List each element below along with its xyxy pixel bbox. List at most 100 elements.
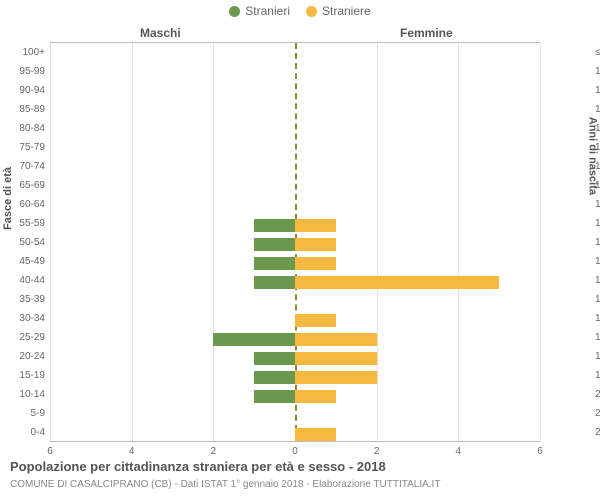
birth-label: 1918-1922: [595, 66, 600, 77]
legend-swatch: [229, 6, 240, 17]
birth-label: 1998-2002: [595, 370, 600, 381]
age-row: 85-891928-1932: [50, 102, 540, 121]
bar-male: [254, 390, 295, 403]
column-header-male: Maschi: [140, 26, 181, 40]
legend-item: Stranieri: [229, 4, 290, 18]
age-row: 30-341983-1987: [50, 311, 540, 330]
grid-line: [540, 43, 541, 441]
age-label: 55-59: [0, 218, 45, 229]
x-tick-label: 0: [292, 446, 298, 457]
birth-label: 1928-1932: [595, 104, 600, 115]
birth-label: 1993-1997: [595, 351, 600, 362]
bar-male: [254, 219, 295, 232]
age-label: 5-9: [0, 408, 45, 419]
age-label: 15-19: [0, 370, 45, 381]
birth-label: 1988-1992: [595, 332, 600, 343]
age-row: 65-691948-1952: [50, 178, 540, 197]
age-row: 10-142003-2007: [50, 387, 540, 406]
bar-female: [295, 257, 336, 270]
birth-label: 2003-2007: [595, 389, 600, 400]
age-row: 40-441973-1977: [50, 273, 540, 292]
birth-label: 1973-1977: [595, 275, 600, 286]
age-row: 60-641953-1957: [50, 197, 540, 216]
age-label: 75-79: [0, 142, 45, 153]
age-label: 20-24: [0, 351, 45, 362]
age-row: 55-591958-1962: [50, 216, 540, 235]
bar-female: [295, 390, 336, 403]
bar-male: [254, 352, 295, 365]
age-label: 60-64: [0, 199, 45, 210]
age-label: 10-14: [0, 389, 45, 400]
age-label: 25-29: [0, 332, 45, 343]
age-row: 0-42013-2017: [50, 425, 540, 444]
age-label: 35-39: [0, 294, 45, 305]
age-row: 25-291988-1992: [50, 330, 540, 349]
bar-female: [295, 276, 499, 289]
bar-female: [295, 219, 336, 232]
birth-label: 1983-1987: [595, 313, 600, 324]
age-row: 90-941923-1927: [50, 83, 540, 102]
birth-label: 2008-2012: [595, 408, 600, 419]
x-tick-label: 2: [211, 446, 217, 457]
chart-title: Popolazione per cittadinanza straniera p…: [10, 459, 386, 474]
chart-subtitle: COMUNE DI CASALCIPRANO (CB) - Dati ISTAT…: [10, 479, 440, 490]
bar-female: [295, 371, 377, 384]
bar-female: [295, 238, 336, 251]
age-label: 45-49: [0, 256, 45, 267]
age-label: 80-84: [0, 123, 45, 134]
age-row: 35-391978-1982: [50, 292, 540, 311]
birth-label: 1938-1942: [595, 142, 600, 153]
chart-container: StranieriStraniere Maschi Femmine Fasce …: [0, 0, 600, 500]
birth-label: 1933-1937: [595, 123, 600, 134]
age-row: 95-991918-1922: [50, 64, 540, 83]
birth-label: 1948-1952: [595, 180, 600, 191]
age-label: 95-99: [0, 66, 45, 77]
age-row: 100+≤ 1917: [50, 45, 540, 64]
bar-female: [295, 333, 377, 346]
bar-female: [295, 352, 377, 365]
birth-label: 1978-1982: [595, 294, 600, 305]
age-label: 70-74: [0, 161, 45, 172]
bar-male: [254, 276, 295, 289]
legend-label: Stranieri: [245, 4, 290, 18]
x-tick-label: 2: [374, 446, 380, 457]
birth-label: 1953-1957: [595, 199, 600, 210]
x-tick-label: 4: [456, 446, 462, 457]
bar-female: [295, 314, 336, 327]
age-label: 50-54: [0, 237, 45, 248]
birth-label: 1963-1967: [595, 237, 600, 248]
legend-item: Straniere: [306, 4, 371, 18]
bar-male: [254, 238, 295, 251]
legend-label: Straniere: [322, 4, 371, 18]
x-tick-label: 6: [537, 446, 543, 457]
age-row: 80-841933-1937: [50, 121, 540, 140]
age-label: 90-94: [0, 85, 45, 96]
plot-area: 6420246100+≤ 191795-991918-192290-941923…: [50, 42, 540, 442]
age-label: 40-44: [0, 275, 45, 286]
birth-label: 1923-1927: [595, 85, 600, 96]
birth-label: 1943-1947: [595, 161, 600, 172]
age-label: 0-4: [0, 427, 45, 438]
bar-male: [254, 371, 295, 384]
birth-label: ≤ 1917: [595, 47, 600, 58]
bar-female: [295, 428, 336, 441]
age-row: 15-191998-2002: [50, 368, 540, 387]
age-label: 65-69: [0, 180, 45, 191]
age-row: 75-791938-1942: [50, 140, 540, 159]
age-row: 50-541963-1967: [50, 235, 540, 254]
bar-male: [213, 333, 295, 346]
age-label: 30-34: [0, 313, 45, 324]
legend-swatch: [306, 6, 317, 17]
age-row: 20-241993-1997: [50, 349, 540, 368]
age-label: 85-89: [0, 104, 45, 115]
bar-male: [254, 257, 295, 270]
age-label: 100+: [0, 47, 45, 58]
column-header-female: Femmine: [400, 26, 453, 40]
birth-label: 1958-1962: [595, 218, 600, 229]
x-tick-label: 4: [129, 446, 135, 457]
legend: Stranieri Straniere: [0, 4, 600, 20]
age-row: 70-741943-1947: [50, 159, 540, 178]
birth-label: 1968-1972: [595, 256, 600, 267]
birth-label: 2013-2017: [595, 427, 600, 438]
x-tick-label: 6: [47, 446, 53, 457]
